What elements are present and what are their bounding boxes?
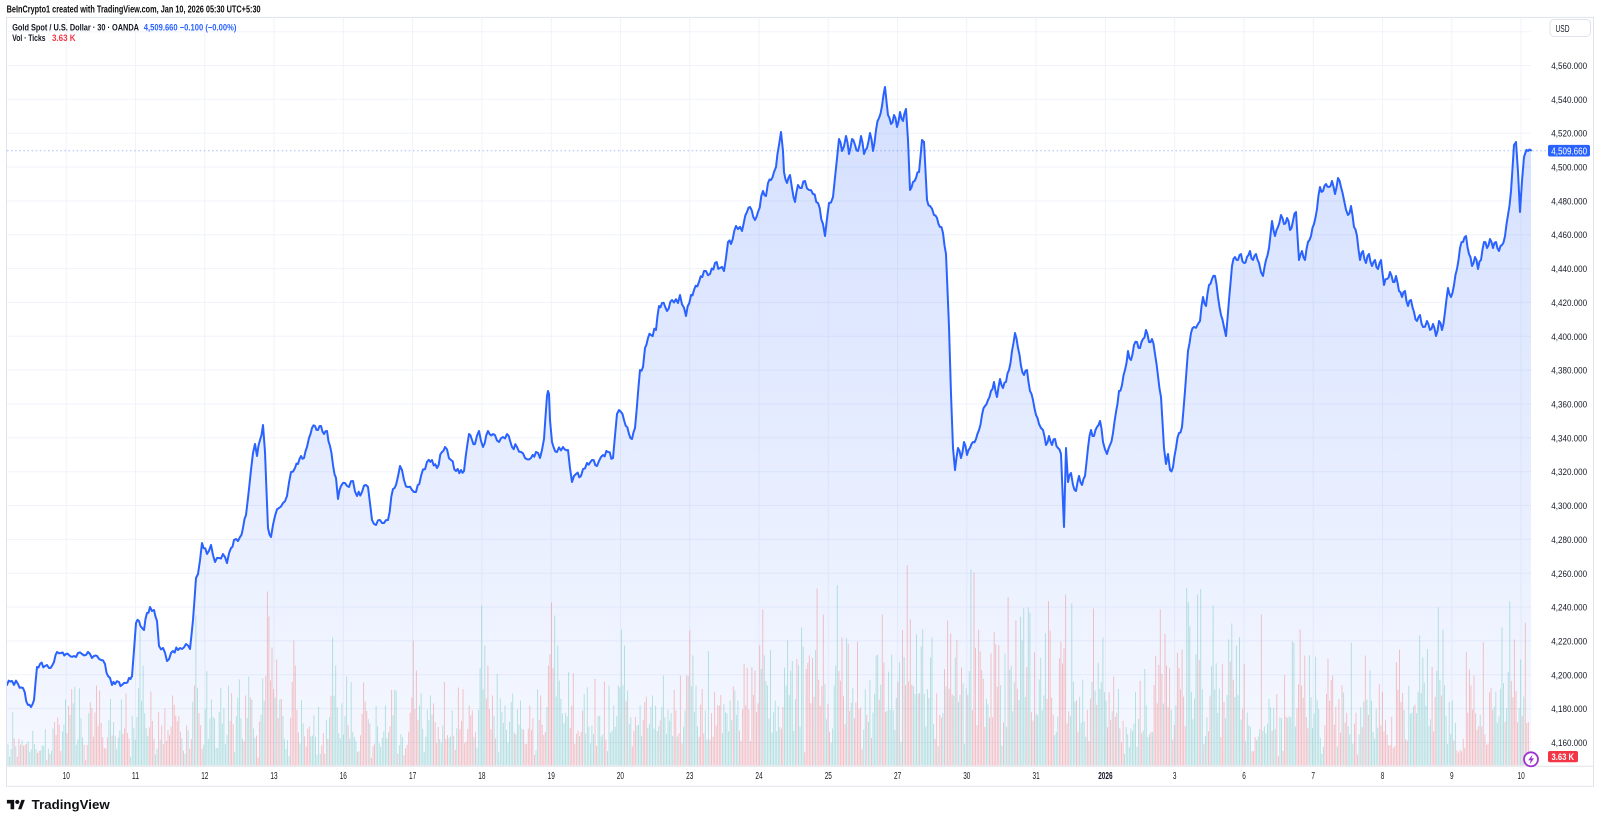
svg-text:30: 30 xyxy=(963,771,970,782)
svg-text:Vol · Ticks: Vol · Ticks xyxy=(12,33,45,43)
svg-text:4,320.000: 4,320.000 xyxy=(1551,467,1587,478)
svg-text:4,300.000: 4,300.000 xyxy=(1551,501,1587,512)
svg-text:4,240.000: 4,240.000 xyxy=(1551,603,1587,614)
svg-text:BeInCrypto1 created with Tradi: BeInCrypto1 created with TradingView.com… xyxy=(7,4,261,16)
svg-text:4,540.000: 4,540.000 xyxy=(1551,95,1587,106)
svg-text:4,500.000: 4,500.000 xyxy=(1551,163,1587,174)
svg-text:3.63 K: 3.63 K xyxy=(1552,752,1575,762)
svg-text:24: 24 xyxy=(755,771,762,782)
svg-text:4,340.000: 4,340.000 xyxy=(1551,433,1587,444)
svg-text:17: 17 xyxy=(409,771,416,782)
svg-text:19: 19 xyxy=(548,771,555,782)
svg-text:USD: USD xyxy=(1556,24,1570,35)
svg-text:4,460.000: 4,460.000 xyxy=(1551,230,1587,241)
svg-text:4,260.000: 4,260.000 xyxy=(1551,569,1587,580)
svg-text:3.63 K: 3.63 K xyxy=(52,33,76,43)
svg-text:4,480.000: 4,480.000 xyxy=(1551,196,1587,207)
svg-text:25: 25 xyxy=(825,771,832,782)
svg-text:8: 8 xyxy=(1381,771,1385,782)
svg-text:4,160.000: 4,160.000 xyxy=(1551,738,1587,749)
svg-text:4,520.000: 4,520.000 xyxy=(1551,129,1587,140)
svg-text:Gold Spot / U.S. Dollar · 30 ·: Gold Spot / U.S. Dollar · 30 · OANDA xyxy=(12,22,139,32)
svg-text:10: 10 xyxy=(63,771,70,782)
svg-text:4,220.000: 4,220.000 xyxy=(1551,636,1587,647)
svg-text:4,200.000: 4,200.000 xyxy=(1551,670,1587,681)
svg-text:12: 12 xyxy=(201,771,208,782)
svg-text:13: 13 xyxy=(270,771,277,782)
svg-text:4,360.000: 4,360.000 xyxy=(1551,400,1587,411)
svg-text:3: 3 xyxy=(1173,771,1177,782)
svg-text:10: 10 xyxy=(1518,771,1525,782)
svg-text:4,180.000: 4,180.000 xyxy=(1551,704,1587,715)
svg-text:4,420.000: 4,420.000 xyxy=(1551,298,1587,309)
svg-text:TradingView: TradingView xyxy=(32,797,111,812)
svg-text:31: 31 xyxy=(1033,771,1040,782)
svg-text:27: 27 xyxy=(894,771,901,782)
svg-text:11: 11 xyxy=(132,771,139,782)
svg-text:4,400.000: 4,400.000 xyxy=(1551,332,1587,343)
svg-text:4,509.660: 4,509.660 xyxy=(1551,146,1587,157)
svg-text:23: 23 xyxy=(686,771,693,782)
svg-text:20: 20 xyxy=(617,771,624,782)
svg-text:2026: 2026 xyxy=(1098,771,1113,782)
svg-text:9: 9 xyxy=(1450,771,1454,782)
svg-text:6: 6 xyxy=(1242,771,1246,782)
svg-text:4,560.000: 4,560.000 xyxy=(1551,61,1587,72)
svg-text:18: 18 xyxy=(478,771,485,782)
svg-text:4,280.000: 4,280.000 xyxy=(1551,535,1587,546)
svg-text:4,380.000: 4,380.000 xyxy=(1551,366,1587,377)
svg-text:4,440.000: 4,440.000 xyxy=(1551,264,1587,275)
svg-text:7: 7 xyxy=(1311,771,1315,782)
svg-text:4,509.660 −0.100 (−0.00%): 4,509.660 −0.100 (−0.00%) xyxy=(144,22,237,32)
svg-text:16: 16 xyxy=(340,771,347,782)
